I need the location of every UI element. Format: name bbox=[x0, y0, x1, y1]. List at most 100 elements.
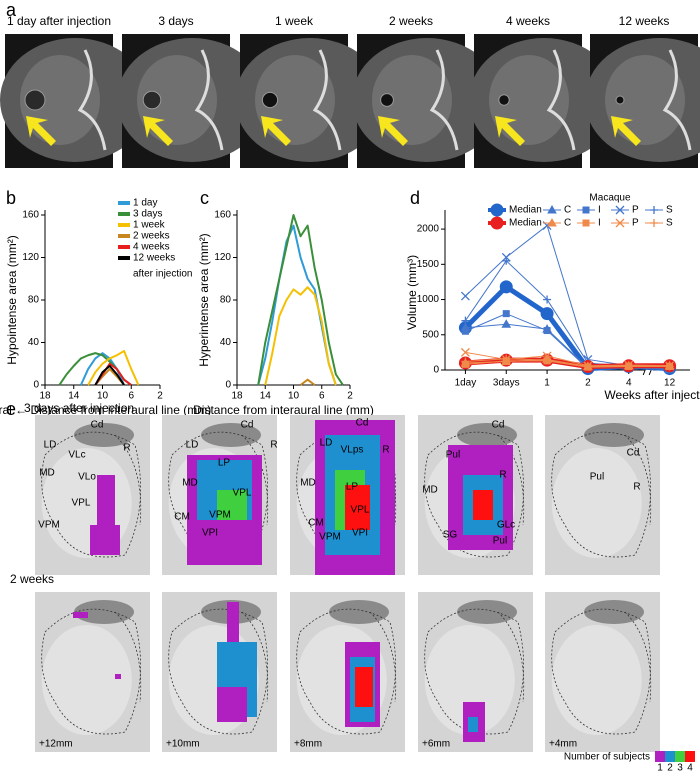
series-line bbox=[264, 286, 337, 386]
region-outline bbox=[497, 434, 525, 526]
y-tick-label: 120 bbox=[214, 252, 231, 263]
colorbar-label: 2 bbox=[667, 763, 673, 774]
mri-sulcus bbox=[312, 49, 342, 151]
legend-marker bbox=[582, 206, 590, 214]
legend-swatch bbox=[118, 245, 130, 249]
timepoint-label: 12 weeks bbox=[619, 14, 670, 28]
region-label: MD bbox=[182, 478, 198, 489]
region-outline bbox=[424, 431, 525, 558]
arrow bbox=[143, 116, 173, 146]
x-tick-label: 2 bbox=[157, 391, 163, 402]
x-tick-label: 10 bbox=[97, 391, 109, 402]
point bbox=[499, 280, 513, 294]
legend-marker bbox=[650, 206, 658, 214]
colorbar-cell bbox=[675, 751, 685, 762]
x-axis-label: Rostral ← Distance from interaural line … bbox=[0, 403, 211, 417]
point bbox=[502, 354, 511, 363]
region-label: LP bbox=[346, 482, 359, 493]
slice-tissue bbox=[329, 600, 389, 624]
legend-title: Macaque bbox=[589, 193, 631, 204]
region-outline bbox=[168, 608, 269, 735]
series-line bbox=[299, 378, 316, 386]
y-tick-label: 40 bbox=[28, 337, 40, 348]
panel-label: c bbox=[200, 188, 209, 208]
mri-sulcus bbox=[546, 49, 576, 151]
region-label: Cd bbox=[91, 420, 104, 431]
mri-tissue bbox=[372, 55, 452, 145]
region-label: VPM bbox=[38, 520, 60, 531]
region-label: Pul bbox=[493, 536, 507, 547]
legend-label: 12 weeks bbox=[133, 253, 175, 264]
series-line bbox=[87, 350, 140, 386]
position-label: +12mm bbox=[39, 739, 73, 750]
lesion-overlap bbox=[73, 612, 88, 618]
legend-swatch bbox=[118, 201, 130, 205]
region-outline bbox=[551, 431, 652, 558]
colorbar-label: 3 bbox=[677, 763, 683, 774]
slice-tissue bbox=[551, 625, 642, 735]
slice-tissue bbox=[457, 423, 517, 447]
region-label: CM bbox=[308, 518, 324, 529]
y-tick-label: 0 bbox=[433, 365, 439, 376]
slice-tissue bbox=[551, 448, 642, 558]
legend-label: P bbox=[632, 218, 639, 229]
lesion-overlap bbox=[90, 525, 120, 555]
lesion bbox=[24, 89, 46, 111]
y-tick-label: 160 bbox=[22, 210, 39, 221]
region-label: MD bbox=[39, 468, 55, 479]
legend-label: 2 weeks bbox=[133, 231, 170, 242]
region-label: MD bbox=[422, 485, 438, 496]
x-tick-label: 1 bbox=[544, 378, 550, 389]
region-outline bbox=[41, 608, 142, 735]
region-label: R bbox=[499, 470, 506, 481]
series-line bbox=[465, 360, 670, 368]
point bbox=[502, 256, 511, 265]
timepoint-label: 3 days bbox=[158, 14, 193, 28]
y-axis-label: Hyperintense area (mm²) bbox=[197, 233, 211, 366]
legend-marker bbox=[547, 204, 557, 214]
series-line bbox=[257, 214, 344, 386]
colorbar-label: 4 bbox=[687, 763, 693, 774]
legend-label: I bbox=[598, 205, 601, 216]
arrow bbox=[611, 116, 641, 146]
region-label: VPI bbox=[202, 528, 218, 539]
series-line bbox=[465, 260, 670, 369]
lesion-overlap bbox=[217, 687, 247, 722]
y-tick-label: 2000 bbox=[417, 224, 440, 235]
region-outline bbox=[369, 611, 397, 703]
legend-marker bbox=[615, 218, 625, 228]
lesion-overlap bbox=[345, 485, 370, 530]
legend-marker bbox=[547, 217, 557, 227]
region-label: VLo bbox=[78, 472, 96, 483]
region-label: GLc bbox=[497, 520, 515, 531]
colorbar-cell bbox=[685, 751, 695, 762]
x-tick-label: 12 bbox=[664, 378, 676, 389]
colorbar-cell bbox=[665, 751, 675, 762]
x-axis-label: Weeks after injection bbox=[604, 388, 700, 402]
y-tick-label: 1500 bbox=[417, 259, 440, 270]
x-tick-label: 2 bbox=[585, 378, 591, 389]
x-tick-label: 3days bbox=[493, 378, 520, 389]
y-tick-label: 0 bbox=[33, 380, 39, 391]
region-label: MD bbox=[300, 478, 316, 489]
region-label: R bbox=[633, 482, 640, 493]
region-label: Cd bbox=[356, 418, 369, 429]
point bbox=[543, 295, 552, 304]
region-label: Cd bbox=[492, 420, 505, 431]
slice-tissue bbox=[41, 625, 132, 735]
x-tick-label: 2 bbox=[347, 391, 353, 402]
arrow bbox=[378, 116, 408, 146]
region-outline bbox=[114, 434, 142, 526]
mri-tissue bbox=[255, 55, 335, 145]
point bbox=[543, 327, 551, 335]
colorbar-cell bbox=[655, 751, 665, 762]
series-line bbox=[465, 358, 670, 367]
legend-label: S bbox=[666, 205, 673, 216]
legend-marker bbox=[490, 216, 504, 230]
region-outline bbox=[424, 608, 525, 735]
y-axis-label: Hypointense area (mm²) bbox=[5, 235, 19, 364]
lesion bbox=[498, 94, 510, 106]
region-outline bbox=[41, 431, 142, 558]
region-label: CM bbox=[174, 512, 190, 523]
